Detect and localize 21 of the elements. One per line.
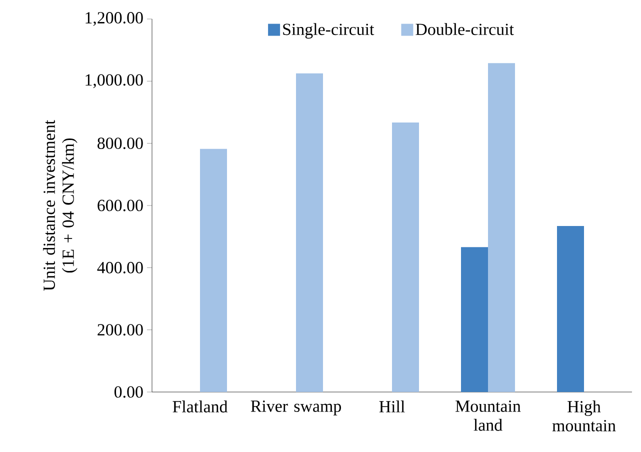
y-tick-label: 600.00 — [98, 200, 143, 212]
legend-label: Double-circuit — [416, 23, 514, 36]
y-tick-label: 200.00 — [98, 324, 143, 336]
bar — [296, 73, 323, 392]
bar — [200, 148, 227, 392]
x-tick-label: Mountain land — [456, 400, 521, 431]
bar — [392, 122, 419, 392]
y-tick-label: 800.00 — [98, 138, 143, 150]
x-tick-label: Flatland — [172, 400, 228, 412]
bar — [557, 226, 584, 392]
bar — [461, 247, 488, 392]
x-tick-label: High mountain — [552, 400, 616, 432]
y-axis-title: Unit distance investment (1E + 04 CNY/km) — [43, 120, 78, 291]
legend-label: Single-circuit — [283, 23, 374, 39]
y-tick-label: 400.00 — [97, 262, 143, 274]
y-tick-label: 1,200.00 — [86, 12, 143, 26]
x-tick-label: River swamp — [250, 400, 341, 416]
y-tick-label: 0.00 — [114, 386, 143, 398]
x-tick-label: Hill — [379, 400, 405, 412]
bar — [488, 63, 516, 392]
y-tick-label: 1,000.00 — [86, 74, 143, 88]
